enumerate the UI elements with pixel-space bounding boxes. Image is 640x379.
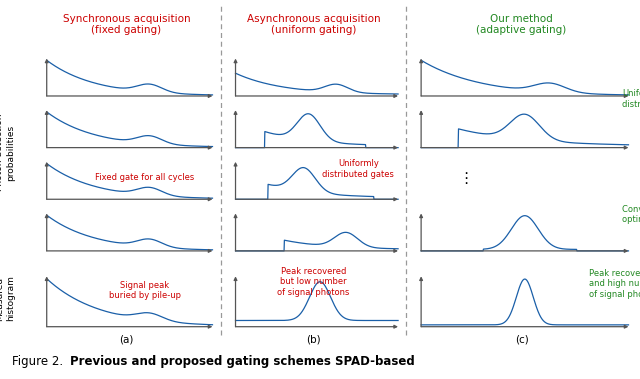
Text: Uniformly
distributed gates: Uniformly distributed gates bbox=[323, 160, 394, 179]
Text: Photon detection
probabilities: Photon detection probabilities bbox=[0, 114, 15, 191]
Text: (c): (c) bbox=[515, 334, 529, 344]
Text: Measured
histogram: Measured histogram bbox=[0, 276, 15, 321]
Text: Peak recovered
but low number
of signal photons: Peak recovered but low number of signal … bbox=[277, 267, 350, 297]
Text: Signal peak
buried by pile-up: Signal peak buried by pile-up bbox=[109, 281, 180, 300]
Text: Asynchronous acquisition
(uniform gating): Asynchronous acquisition (uniform gating… bbox=[247, 14, 380, 35]
Text: ⋮: ⋮ bbox=[458, 171, 473, 186]
Text: (a): (a) bbox=[119, 334, 134, 344]
Text: (b): (b) bbox=[307, 334, 321, 344]
Text: Our method
(adaptive gating): Our method (adaptive gating) bbox=[476, 14, 567, 35]
Text: Previous and proposed gating schemes SPAD-based: Previous and proposed gating schemes SPA… bbox=[70, 355, 415, 368]
Text: Figure 2.: Figure 2. bbox=[12, 355, 70, 368]
Text: Fixed gate for all cycles: Fixed gate for all cycles bbox=[95, 173, 195, 182]
Text: Converges to
optimal gate: Converges to optimal gate bbox=[622, 205, 640, 224]
Text: Synchronous acquisition
(fixed gating): Synchronous acquisition (fixed gating) bbox=[63, 14, 190, 35]
Text: Peak recovered
and high number
of signal photons: Peak recovered and high number of signal… bbox=[589, 269, 640, 299]
Text: Uniformly
distributed gates: Uniformly distributed gates bbox=[622, 89, 640, 108]
